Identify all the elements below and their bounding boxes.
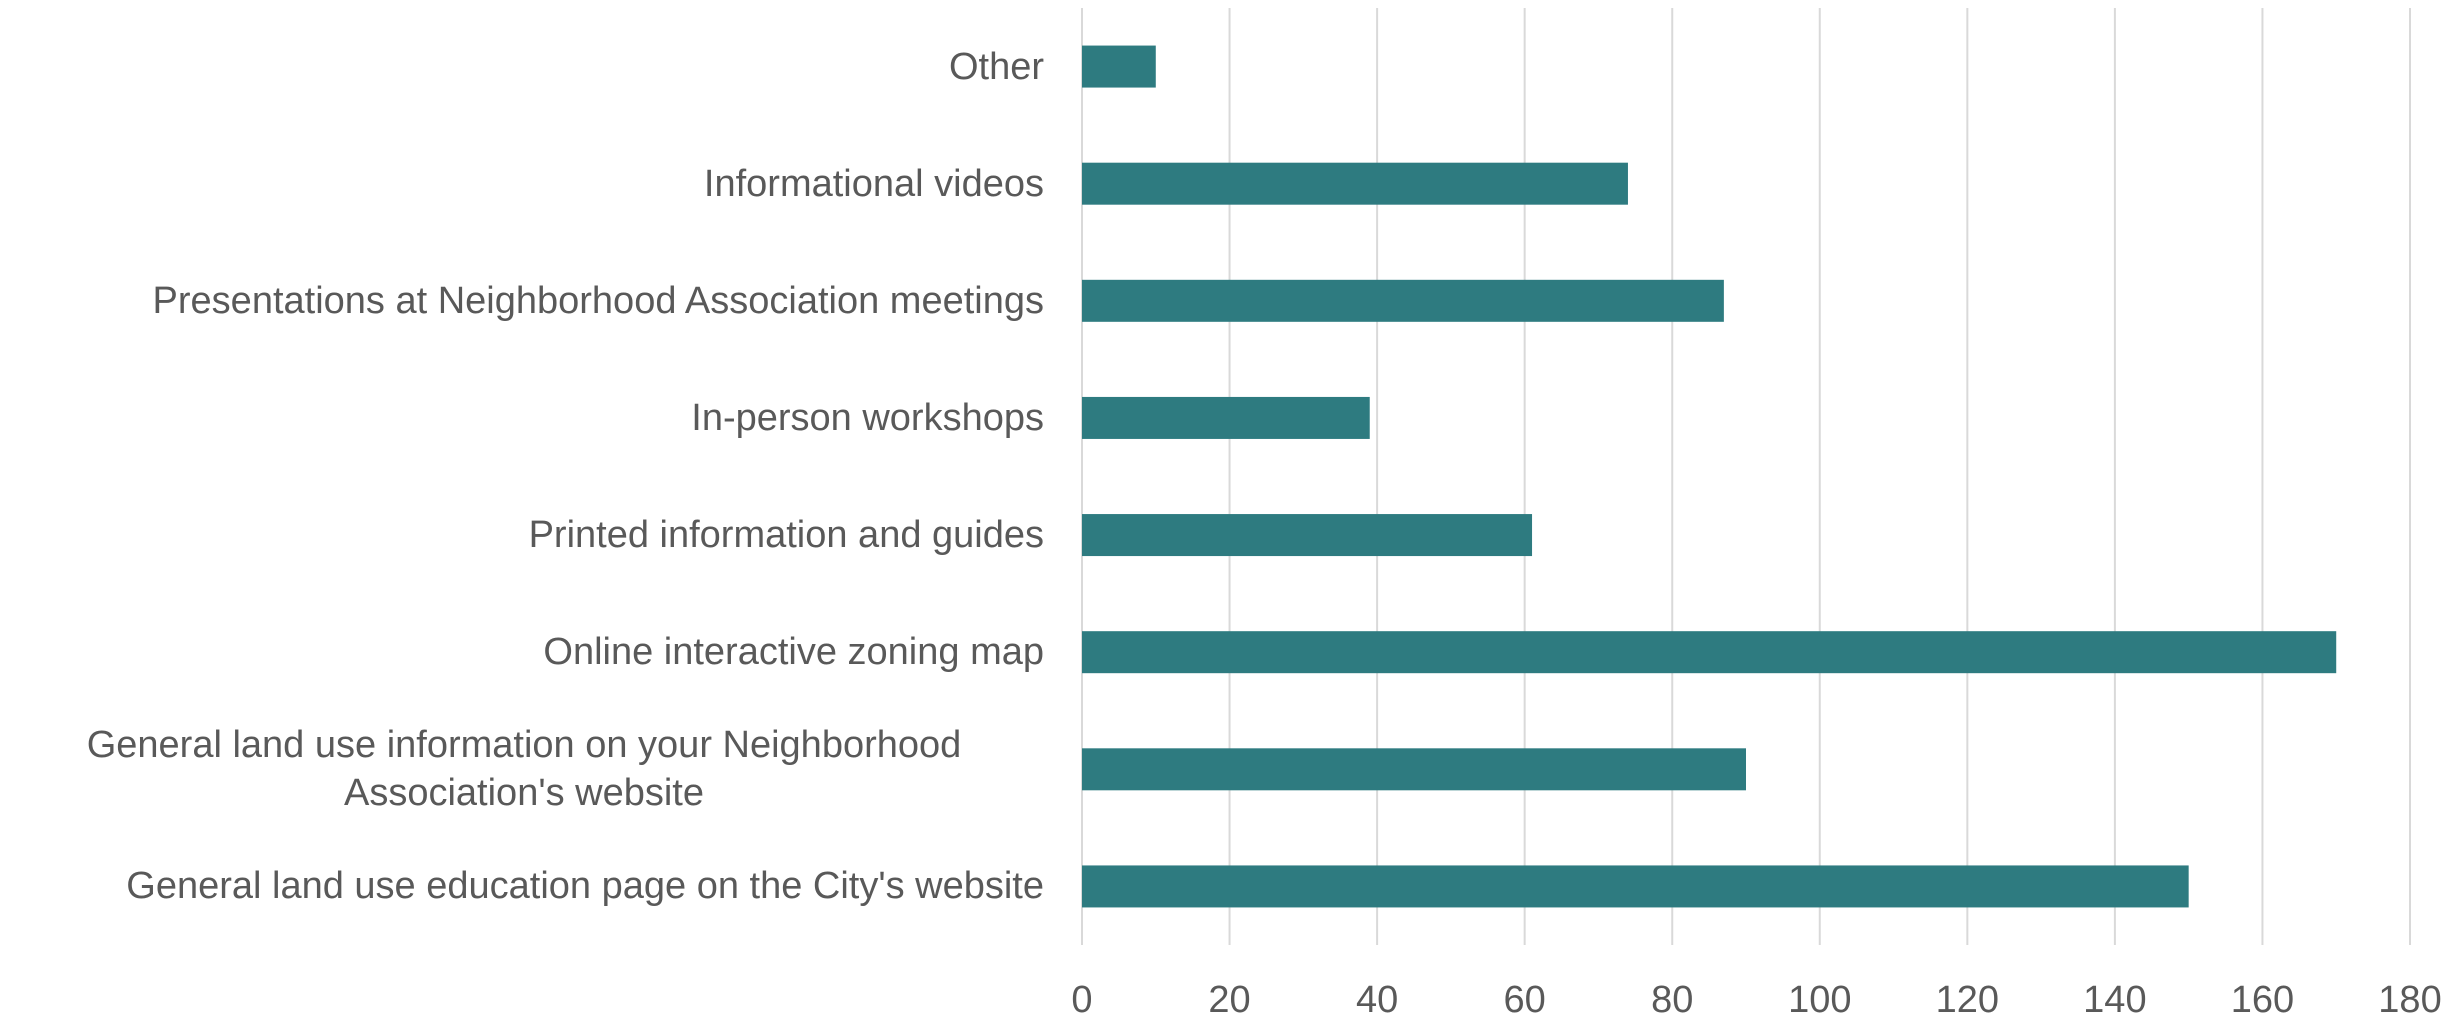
y-tick-label: General land use education page on the C…	[126, 865, 1044, 908]
y-tick-label: Online interactive zoning map	[543, 631, 1044, 674]
bar	[1082, 514, 1533, 557]
y-tick-label-box: Printed information and guides	[0, 475, 1044, 595]
x-tick-label: 60	[1504, 979, 1546, 1019]
x-tick-label: 160	[2231, 979, 2294, 1019]
x-tick-label: 180	[2378, 979, 2441, 1019]
y-tick-label: Presentations at Neighborhood Associatio…	[152, 279, 1044, 322]
y-tick-label-box: Presentations at Neighborhood Associatio…	[0, 241, 1044, 361]
y-tick-label: General land use information on your Nei…	[86, 724, 962, 815]
y-tick-label-box: In-person workshops	[0, 358, 1044, 478]
y-tick-label: Other	[948, 45, 1044, 88]
y-tick-label: Printed information and guides	[528, 514, 1044, 557]
x-tick-label: 40	[1356, 979, 1398, 1019]
x-tick-label: 0	[1071, 979, 1092, 1019]
y-tick-label-box: General land use education page on the C…	[0, 826, 1044, 946]
x-tick-label: 100	[1788, 979, 1851, 1019]
bar	[1082, 162, 1628, 205]
bar	[1082, 279, 1724, 322]
bar	[1082, 631, 2337, 674]
y-tick-label-box: Informational videos	[0, 124, 1044, 244]
y-tick-label: Informational videos	[703, 162, 1044, 205]
bar	[1082, 865, 2189, 908]
x-tick-label: 140	[2083, 979, 2146, 1019]
bar	[1082, 396, 1370, 439]
x-tick-label: 120	[1936, 979, 1999, 1019]
y-tick-label-box: Online interactive zoning map	[0, 592, 1044, 712]
bar	[1082, 748, 1746, 791]
x-tick-label: 80	[1651, 979, 1693, 1019]
bar	[1082, 45, 1156, 88]
x-tick-label: 20	[1208, 979, 1250, 1019]
y-tick-label-box: Other	[0, 7, 1044, 127]
y-tick-label: In-person workshops	[691, 396, 1044, 439]
y-tick-label-box: General land use information on your Nei…	[0, 709, 1044, 829]
